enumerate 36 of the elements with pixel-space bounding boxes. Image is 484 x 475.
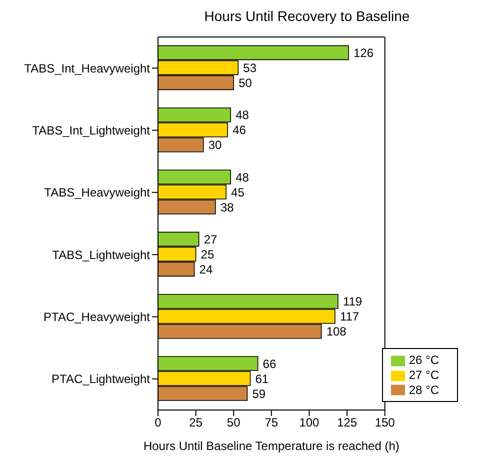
data-label: 38: [220, 200, 234, 214]
data-label: 119: [342, 294, 362, 309]
data-label: 27: [204, 232, 218, 246]
y-tick-label: TABS_Lightweight: [52, 248, 151, 262]
x-tick-label: 125: [337, 416, 358, 430]
legend-label: 28 °C: [408, 382, 439, 397]
x-tick-label: 75: [264, 416, 278, 430]
data-label: 61: [255, 372, 269, 386]
data-label: 59: [252, 386, 266, 401]
data-label: 66: [262, 356, 276, 371]
data-label: 24: [199, 262, 213, 276]
x-tick-label: 100: [299, 416, 320, 430]
y-tick-label: PTAC_Heavyweight: [44, 310, 151, 324]
chart-title: Hours Until Recovery to Baseline: [203, 8, 411, 26]
y-tick-label: TABS_Int_Heavyweight: [24, 61, 151, 76]
data-label: 50: [238, 76, 252, 90]
legend-label: 26 °C: [408, 353, 439, 367]
y-tick-label: TABS_Int_Lightweight: [32, 124, 151, 138]
data-label: 108: [326, 324, 347, 339]
data-label: 53: [243, 60, 257, 75]
data-label: 46: [232, 123, 246, 138]
x-tick-label: 50: [226, 416, 241, 430]
data-label: 48: [236, 170, 250, 184]
y-tick-label: PTAC_Lightweight: [52, 372, 151, 386]
data-label: 48: [236, 108, 250, 122]
y-tick-label: TABS_Heavyweight: [44, 186, 151, 200]
data-label: 30: [208, 138, 222, 152]
x-tick-label: 0: [154, 416, 162, 430]
data-label: 25: [200, 247, 214, 262]
x-tick-label: 150: [374, 416, 396, 430]
x-axis-title: Hours Until Baseline Temperature is reached (h): [143, 439, 400, 453]
data-label: 126: [354, 46, 374, 60]
legend-label: 27 °C: [408, 368, 439, 382]
data-label: 45: [231, 185, 245, 200]
data-label: 117: [340, 310, 360, 324]
x-tick-label: 25: [189, 416, 203, 430]
